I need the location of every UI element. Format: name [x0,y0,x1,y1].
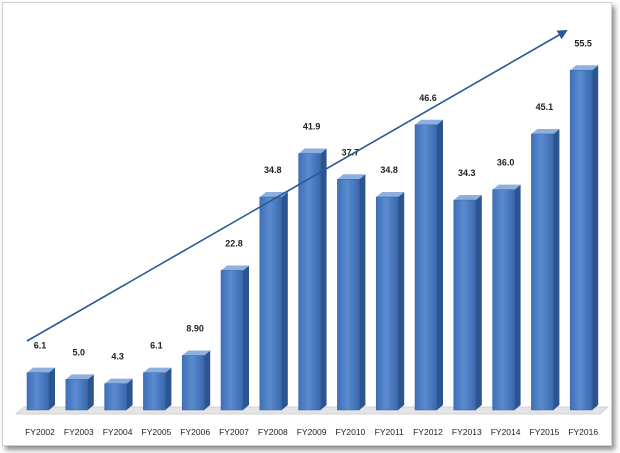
bar-top [221,265,249,271]
bar-side [320,148,327,411]
data-label: 46.6 [419,93,437,103]
data-label: 8.90 [186,324,204,334]
bar-top [298,148,327,154]
bar-top [531,128,560,134]
data-label: 22.8 [225,238,243,248]
data-label: 34.3 [458,168,476,178]
bar-front [531,133,554,411]
bar-side [592,65,599,410]
bar [492,184,521,411]
bar-front [569,70,593,411]
bar-side [475,195,482,410]
trend-arrow [26,30,568,342]
bar [569,65,599,411]
bar-top [376,192,405,197]
bar-front [220,270,244,411]
data-label: 41.9 [303,122,321,132]
x-tick-label: FY2004 [103,427,133,437]
bar-top [337,174,366,180]
bar [414,119,443,411]
bar-top [182,350,211,356]
bar-side [165,367,172,410]
bar-front [26,372,50,411]
bar-side [243,265,249,410]
x-tick-label: FY2003 [64,427,94,437]
bar-front [492,189,515,411]
bar [104,378,133,411]
bar-side [514,184,521,410]
bar-front [65,379,89,411]
x-tick-label: FY2014 [491,427,521,437]
data-label: 37.7 [342,147,360,157]
bar-side [49,367,55,410]
bar-front [143,372,166,411]
bar-side [437,119,443,410]
bar-top [570,65,599,71]
data-label: 6.1 [34,341,47,351]
data-label: 55.5 [574,38,592,48]
data-label: 4.3 [111,352,124,362]
data-label: 34.8 [264,165,282,175]
bar-side [204,350,211,410]
x-tick-label: FY2010 [336,427,366,437]
bar-side [553,128,560,410]
bar-front [453,199,477,411]
bar [26,367,55,411]
x-tick-label: FY2016 [568,427,598,437]
bar-top [415,119,443,125]
bar-front [104,383,127,411]
bar-top [453,195,482,201]
bar [220,265,249,411]
bar [298,148,327,411]
bar [181,350,211,411]
x-tick-label: FY2011 [375,427,404,437]
bar [65,374,94,411]
bar-front [181,355,205,411]
bar-front [414,124,438,411]
bar-front [337,179,360,411]
data-label: 5.0 [73,347,86,357]
x-tick-label: FY2005 [142,427,172,437]
x-tick-label: FY2013 [452,427,482,437]
x-tick-label: FY2007 [219,427,249,437]
bar-top [104,378,133,384]
bar [375,192,405,411]
bar-front [259,196,283,411]
bar-side [398,192,405,410]
bar-top [492,184,521,190]
data-label: 36.0 [497,158,515,168]
data-label: 6.1 [150,341,163,351]
x-tick-label: FY2015 [530,427,560,437]
bar-front [298,153,321,411]
bar [453,195,482,411]
bar-side [87,374,94,410]
bar [143,367,172,411]
x-tick-label: FY2008 [258,427,288,437]
x-tick-label: FY2009 [297,427,327,437]
bar-side [359,174,366,410]
bar-side [126,378,133,410]
bar [531,128,560,411]
bar [337,174,366,411]
bar-top [65,374,94,380]
bar-top [143,367,172,373]
x-tick-label: FY2012 [413,427,443,437]
bar-front [375,196,399,411]
bar-side [281,192,288,410]
x-tick-label: FY2006 [180,427,210,437]
bar-top [27,367,55,373]
bar [259,192,288,411]
data-label: 45.1 [536,102,554,112]
data-label: 34.8 [380,165,398,175]
x-tick-label: FY2002 [25,427,55,437]
